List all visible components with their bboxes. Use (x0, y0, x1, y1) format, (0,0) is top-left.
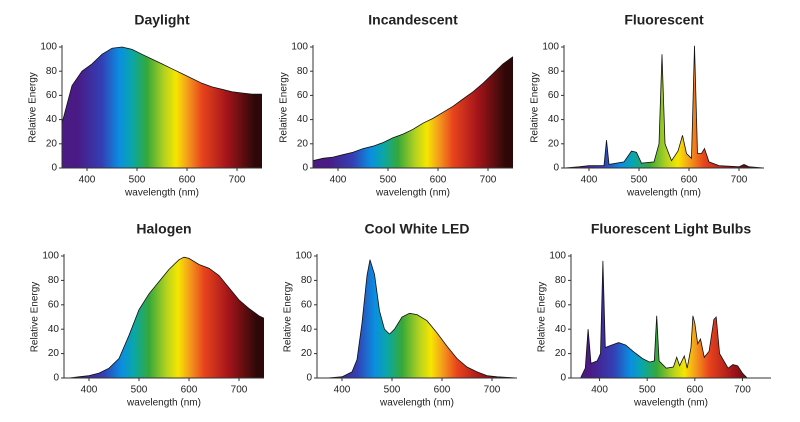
y-axis-label: Relative Energy (279, 72, 290, 143)
x-tick-label: 500 (639, 385, 656, 396)
spectrum-area (62, 47, 262, 168)
x-tick-label: 700 (231, 385, 248, 396)
y-tick-label: 40 (46, 114, 58, 125)
y-tick-label: 20 (48, 348, 60, 359)
chart-title: Halogen (136, 221, 191, 237)
y-axis-label: Relative Energy (30, 282, 41, 353)
chart-title: Fluorescent (624, 12, 704, 28)
y-tick-label: 80 (548, 66, 560, 77)
x-axis-label: wavelength (nm) (375, 188, 450, 199)
spectrum-area (313, 56, 513, 169)
y-tick-label: 0 (53, 373, 59, 384)
spectrum-line (563, 45, 765, 169)
spectrum-area (327, 259, 517, 378)
x-axis-label: wavelength (nm) (633, 398, 708, 409)
y-tick-label: 60 (555, 299, 567, 310)
x-tick-label: 400 (79, 175, 96, 186)
y-tick-label: 60 (548, 90, 560, 101)
spectrum-line (68, 256, 265, 379)
x-axis-label: wavelength (nm) (124, 188, 199, 199)
x-tick-label: 600 (686, 385, 703, 396)
x-tick-label: 700 (229, 175, 246, 186)
y-tick-label: 80 (301, 275, 313, 286)
y-tick-label: 20 (301, 348, 313, 359)
x-tick-label: 500 (131, 385, 148, 396)
spectrum-line (580, 260, 748, 379)
y-axis-label: Relative Energy (28, 72, 39, 143)
y-tick-label: 0 (560, 373, 566, 384)
x-axis-label: wavelength (nm) (626, 188, 701, 199)
x-tick-label: 600 (681, 175, 698, 186)
spectrum-area (69, 257, 264, 378)
x-tick-label: 500 (129, 175, 146, 186)
chart-title: Cool White LED (365, 221, 470, 237)
chart-title: Fluorescent Light Bulbs (591, 221, 751, 237)
y-tick-label: 60 (46, 90, 58, 101)
y-tick-label: 60 (48, 299, 60, 310)
x-tick-label: 600 (179, 175, 196, 186)
y-axis-label: Relative Energy (537, 282, 548, 353)
x-tick-label: 700 (484, 385, 501, 396)
x-tick-label: 400 (591, 385, 608, 396)
y-axis-label: Relative Energy (530, 72, 541, 143)
y-tick-label: 60 (297, 90, 309, 101)
x-axis-label: wavelength (nm) (379, 398, 454, 409)
x-tick-label: 400 (330, 175, 347, 186)
y-tick-label: 80 (555, 275, 567, 286)
chart-title: Incandescent (368, 12, 458, 28)
x-tick-label: 500 (631, 175, 648, 186)
spectrum-area (580, 260, 748, 378)
x-tick-label: 700 (731, 175, 748, 186)
x-tick-label: 600 (434, 385, 451, 396)
spectrum-line (61, 46, 262, 124)
x-axis-label: wavelength (nm) (126, 398, 201, 409)
y-axis-label: Relative Energy (283, 282, 294, 353)
spectrum-line (326, 259, 518, 379)
y-tick-label: 20 (548, 138, 560, 149)
y-tick-label: 0 (302, 163, 308, 174)
y-tick-label: 20 (46, 138, 58, 149)
y-tick-label: 40 (48, 324, 60, 335)
y-tick-label: 80 (297, 66, 309, 77)
y-tick-label: 40 (301, 324, 313, 335)
y-tick-label: 80 (48, 275, 60, 286)
chart-title: Daylight (134, 12, 190, 28)
y-tick-label: 40 (555, 324, 567, 335)
y-tick-label: 100 (549, 251, 566, 262)
x-tick-label: 400 (334, 385, 351, 396)
y-tick-label: 100 (542, 42, 559, 53)
y-tick-label: 100 (42, 251, 59, 262)
y-tick-label: 40 (297, 114, 309, 125)
y-tick-label: 20 (555, 348, 567, 359)
x-tick-label: 400 (581, 175, 598, 186)
x-tick-label: 600 (430, 175, 447, 186)
y-tick-label: 80 (46, 66, 58, 77)
y-tick-label: 60 (301, 299, 313, 310)
y-tick-label: 0 (306, 373, 312, 384)
x-tick-label: 700 (480, 175, 497, 186)
x-tick-label: 500 (380, 175, 397, 186)
y-tick-label: 100 (40, 42, 57, 53)
x-tick-label: 700 (734, 385, 751, 396)
y-tick-label: 100 (295, 251, 312, 262)
y-tick-label: 20 (297, 138, 309, 149)
y-tick-label: 0 (51, 163, 57, 174)
x-tick-label: 500 (384, 385, 401, 396)
y-tick-label: 0 (553, 163, 559, 174)
x-tick-label: 600 (181, 385, 198, 396)
spectrum-line (312, 56, 514, 162)
y-tick-label: 100 (291, 42, 308, 53)
x-tick-label: 400 (81, 385, 98, 396)
spectrum-area (564, 45, 764, 168)
y-tick-label: 40 (548, 114, 560, 125)
